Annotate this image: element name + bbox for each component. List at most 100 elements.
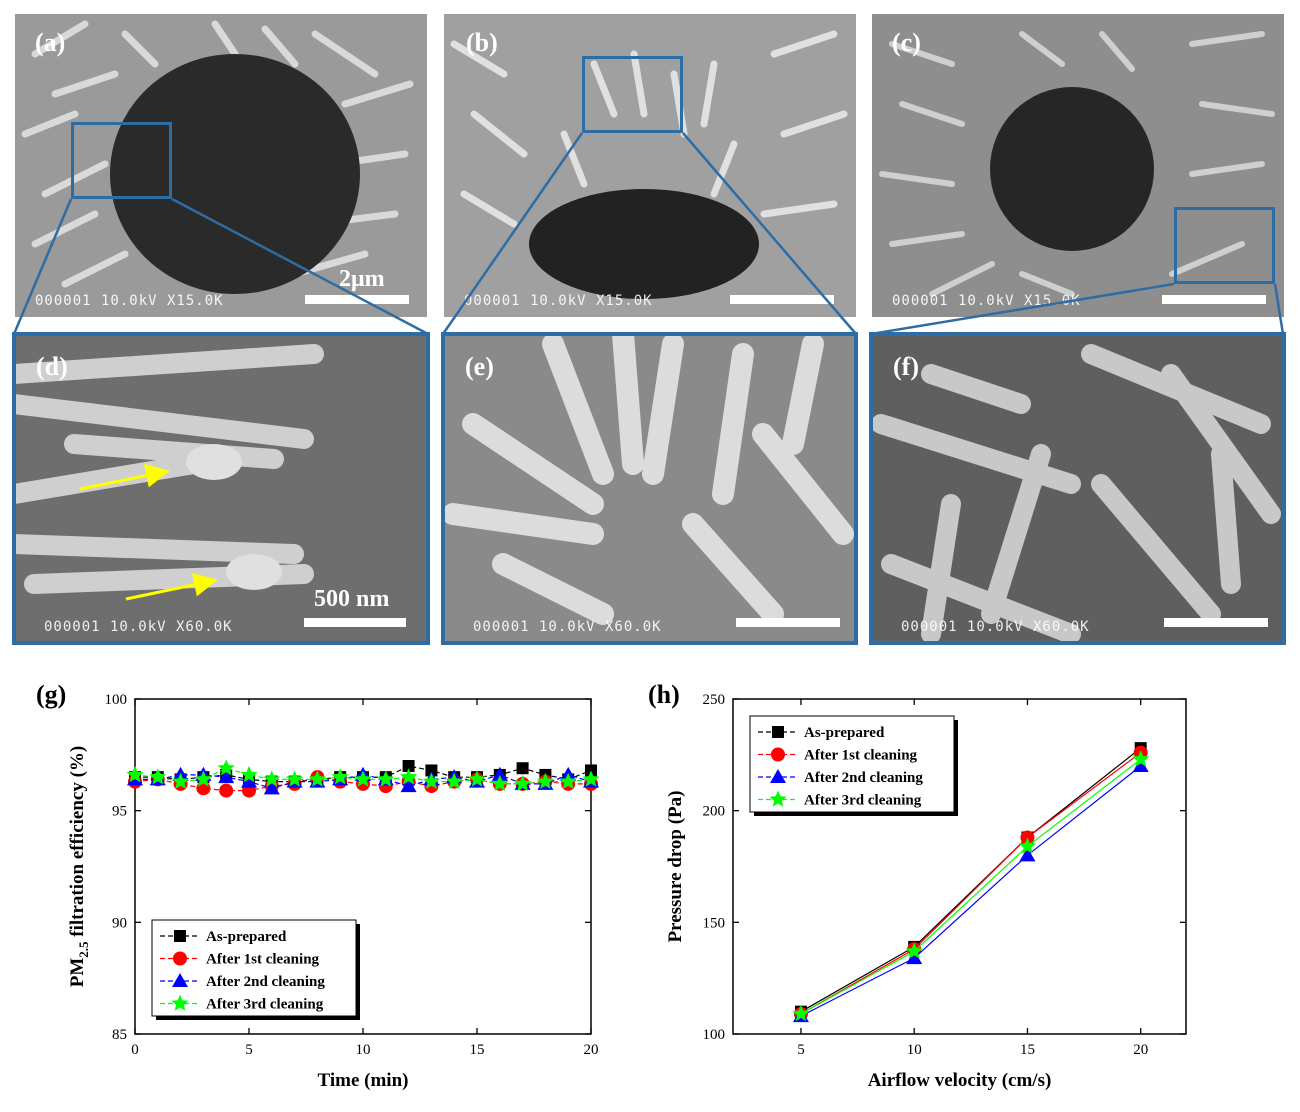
chart-0-xtick-label: 15 <box>470 1042 485 1058</box>
chart-label-h: (h) <box>648 680 680 709</box>
chart-1-legend-label-3: After 3rd cleaning <box>804 793 922 809</box>
chart-1-xtick-label: 5 <box>797 1042 805 1058</box>
chart-0-point-3-18 <box>536 772 554 789</box>
zoom-box-c <box>1174 207 1275 284</box>
arrows-d <box>79 463 218 601</box>
chart-1-point-3-2 <box>1018 837 1036 854</box>
chart-0-point-3-1 <box>149 768 167 785</box>
chart-1-legend-label-0: As-prepared <box>804 725 885 741</box>
chart-0-point-3-20 <box>582 770 600 787</box>
chart-0-legend-label-2: After 2nd cleaning <box>206 974 325 990</box>
chart-0-point-3-17 <box>514 774 532 792</box>
chart-1-legend-label-1: After 1st cleaning <box>804 748 918 764</box>
chart-label-g: (g) <box>36 680 67 709</box>
chart-0-ylabel: PM2.5 filtration efficiency (%) <box>67 746 91 988</box>
chart-0-legend-marker-2 <box>172 973 188 987</box>
chart-0-point-3-6 <box>263 770 281 787</box>
chart-1-legend-marker-2 <box>770 769 786 783</box>
sem-panel-e: (e) 000001 10.0kV X60.0K <box>443 334 856 643</box>
chart-0-point-3-15 <box>468 770 486 787</box>
chart-0-point-3-13 <box>422 772 440 789</box>
chart-0-point-3-16 <box>491 774 509 792</box>
scale-bar-e <box>736 618 840 627</box>
sem-panel-c: (c) 000001 10.0kV X15.0K <box>872 14 1284 317</box>
chart-0-point-3-2 <box>172 772 190 789</box>
arrow-2 <box>125 572 218 601</box>
sem-image-e <box>443 334 856 643</box>
sem-image-a <box>15 14 427 317</box>
scale-bar-a <box>305 295 409 304</box>
panel-label-d: (d) <box>36 352 68 381</box>
scale-text-a: 2μm <box>339 266 385 292</box>
chart-1-ytick-label: 100 <box>703 1027 726 1043</box>
chart-0-point-3-7 <box>286 770 304 787</box>
sem-info-d: 000001 10.0kV X60.0K <box>44 619 233 635</box>
chart-0-point-2-16 <box>491 766 508 781</box>
chart-0-point-3-10 <box>354 770 372 787</box>
scale-text-d: 500 nm <box>314 586 390 612</box>
sem-info-f: 000001 10.0kV X60.0K <box>901 619 1090 635</box>
chart-0-point-3-12 <box>400 768 418 785</box>
chart-1-series-line-1 <box>800 752 1142 1015</box>
chart-0-ytick-label: 95 <box>112 804 127 820</box>
chart-1-legend-marker-1 <box>771 747 785 762</box>
chart-1-ytick-label: 150 <box>703 915 726 931</box>
chart-0-point-0-12 <box>402 760 415 772</box>
arrow-1 <box>79 463 170 491</box>
sem-image-c <box>872 14 1284 317</box>
chart-0-series-3 <box>126 759 600 792</box>
chart-1-xtick-label: 10 <box>907 1042 922 1058</box>
chart-1-point-3-1 <box>905 942 923 959</box>
chart-0-xtick-label: 20 <box>584 1042 599 1058</box>
chart-1-point-2-2 <box>1019 847 1036 862</box>
chart-0-point-2-5 <box>241 773 257 788</box>
sem-info-c: 000001 10.0kV X15.0K <box>892 293 1081 309</box>
sem-panel-f: (f) 000001 10.0kV X60.0K <box>871 334 1284 643</box>
chart-0-point-1-4 <box>219 783 234 798</box>
chart-1-xlabel: Airflow velocity (cm/s) <box>868 1070 1052 1091</box>
chart-1-legend-marker-0 <box>772 726 784 738</box>
chart-h: 5 10 15 20 100 150 200 250 Airflow velocity (cm/… <box>665 692 1187 1091</box>
panel-label-a: (a) <box>35 28 66 57</box>
chart-0-point-3-4 <box>217 759 235 776</box>
chart-0-point-0-13 <box>425 764 438 777</box>
chart-1-series-line-0 <box>800 747 1142 1013</box>
chart-0-legend-label-3: After 3rd cleaning <box>206 997 324 1013</box>
chart-0-point-3-11 <box>377 770 395 787</box>
panel-label-f: (f) <box>893 352 919 381</box>
chart-0-xtick-label: 0 <box>131 1042 139 1058</box>
scale-bar-c <box>1162 295 1266 304</box>
chart-0-point-3-14 <box>445 772 463 789</box>
chart-0-xlabel: Time (min) <box>318 1070 409 1091</box>
chart-0-point-3-3 <box>194 770 212 787</box>
chart-0-legend-label-1: After 1st cleaning <box>206 952 320 968</box>
chart-0-point-1-3 <box>196 781 211 796</box>
chart-0-legend-marker-0 <box>174 930 186 942</box>
scale-bar-d <box>304 618 406 627</box>
chart-1-series-3 <box>792 750 1150 1022</box>
chart-0-legend-marker-3 <box>171 994 189 1011</box>
chart-0-point-3-9 <box>331 768 349 785</box>
chart-1-point-3-3 <box>1132 750 1150 767</box>
zoom-box-a <box>71 122 172 199</box>
chart-0-ytick-label: 100 <box>105 692 128 708</box>
chart-1-point-3-0 <box>792 1004 810 1022</box>
chart-1-ylabel: Pressure drop (Pa) <box>665 791 686 943</box>
panel-label-b: (b) <box>466 28 498 57</box>
chart-1-legend-label-2: After 2nd cleaning <box>804 770 923 786</box>
sem-panel-a: (a) 2μm 000001 10.0kV X15.0K <box>15 14 427 317</box>
chart-0-point-2-6 <box>263 780 280 795</box>
chart-1-point-2-3 <box>1132 758 1149 772</box>
chart-0-series-line-2 <box>135 774 592 789</box>
chart-0-point-3-19 <box>559 772 577 789</box>
chart-0-point-0-17 <box>516 762 529 775</box>
chart-1-ytick-label: 200 <box>703 804 726 820</box>
chart-1-plot-frame <box>732 698 1187 1035</box>
chart-0-point-3-5 <box>240 765 258 783</box>
sem-image-b <box>444 14 856 317</box>
chart-0-point-3-8 <box>308 770 326 787</box>
chart-1-series-line-3 <box>800 758 1142 1015</box>
chart-1-legend-marker-3 <box>769 790 787 807</box>
chart-0-ytick-label: 90 <box>112 915 127 931</box>
sem-info-e: 000001 10.0kV X60.0K <box>473 619 662 635</box>
